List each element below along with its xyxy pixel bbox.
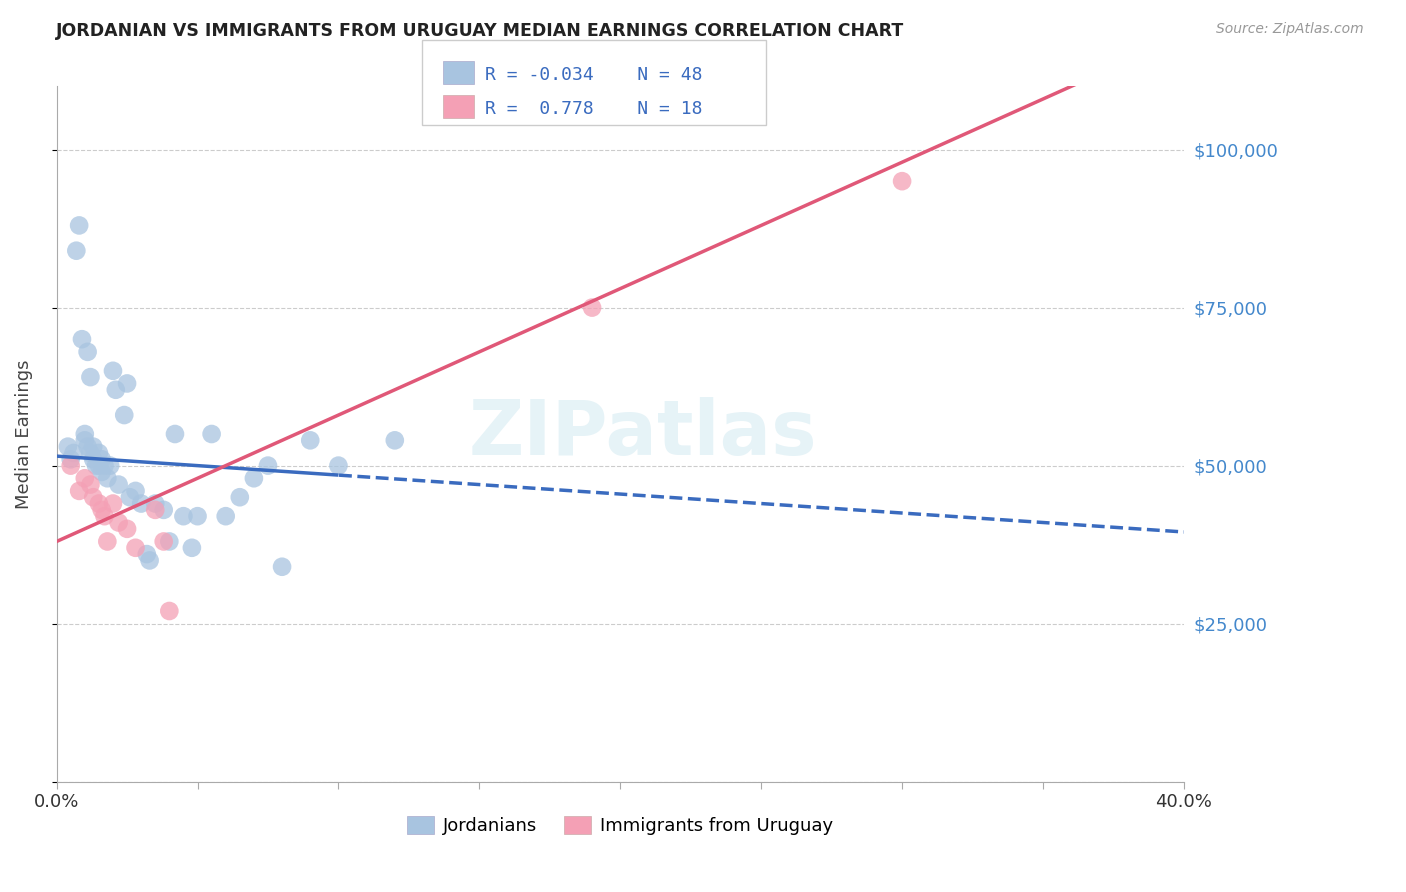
Point — [157, 534, 180, 549]
Point — [124, 541, 146, 555]
Point — [93, 509, 115, 524]
Point — [76, 440, 98, 454]
Point — [107, 516, 129, 530]
Point — [87, 446, 110, 460]
Point — [328, 458, 350, 473]
Point — [581, 301, 603, 315]
Point — [101, 364, 124, 378]
Point — [152, 503, 174, 517]
Text: Source: ZipAtlas.com: Source: ZipAtlas.com — [1216, 22, 1364, 37]
Point — [59, 452, 82, 467]
Point — [96, 471, 118, 485]
Point — [98, 458, 121, 473]
Point — [107, 477, 129, 491]
Point — [79, 446, 101, 460]
Point — [172, 509, 194, 524]
Point — [891, 174, 914, 188]
Point — [93, 458, 115, 473]
Point — [104, 383, 127, 397]
Point — [73, 434, 96, 448]
Point — [87, 458, 110, 473]
Point — [73, 427, 96, 442]
Point — [82, 452, 104, 467]
Point — [112, 408, 135, 422]
Point — [65, 244, 87, 258]
Point — [138, 553, 160, 567]
Point — [118, 490, 141, 504]
Point — [67, 483, 90, 498]
Point — [82, 440, 104, 454]
Point — [186, 509, 208, 524]
Point — [87, 497, 110, 511]
Point — [129, 497, 152, 511]
Y-axis label: Median Earnings: Median Earnings — [15, 359, 32, 508]
Point — [56, 440, 79, 454]
Point — [101, 497, 124, 511]
Point — [96, 534, 118, 549]
Point — [143, 503, 166, 517]
Point — [67, 219, 90, 233]
Point — [271, 559, 294, 574]
Text: R =  0.778    N = 18: R = 0.778 N = 18 — [485, 100, 703, 118]
Point — [215, 509, 238, 524]
Point — [135, 547, 157, 561]
Point — [157, 604, 180, 618]
Point — [180, 541, 202, 555]
Point — [82, 490, 104, 504]
Legend: Jordanians, Immigrants from Uruguay: Jordanians, Immigrants from Uruguay — [399, 808, 841, 842]
Point — [257, 458, 280, 473]
Point — [384, 434, 406, 448]
Point — [84, 458, 107, 473]
Point — [299, 434, 322, 448]
Point — [163, 427, 186, 442]
Text: ZIPatlas: ZIPatlas — [468, 397, 817, 471]
Point — [79, 370, 101, 384]
Point — [59, 458, 82, 473]
Point — [76, 344, 98, 359]
Point — [90, 452, 112, 467]
Point — [70, 332, 93, 346]
Point — [115, 376, 138, 391]
Point — [243, 471, 266, 485]
Point — [124, 483, 146, 498]
Point — [152, 534, 174, 549]
Point — [62, 446, 84, 460]
Point — [90, 465, 112, 479]
Point — [201, 427, 224, 442]
Point — [115, 522, 138, 536]
Point — [73, 471, 96, 485]
Text: R = -0.034    N = 48: R = -0.034 N = 48 — [485, 66, 703, 84]
Point — [79, 477, 101, 491]
Text: JORDANIAN VS IMMIGRANTS FROM URUGUAY MEDIAN EARNINGS CORRELATION CHART: JORDANIAN VS IMMIGRANTS FROM URUGUAY MED… — [56, 22, 904, 40]
Point — [90, 503, 112, 517]
Point — [143, 497, 166, 511]
Point — [229, 490, 252, 504]
